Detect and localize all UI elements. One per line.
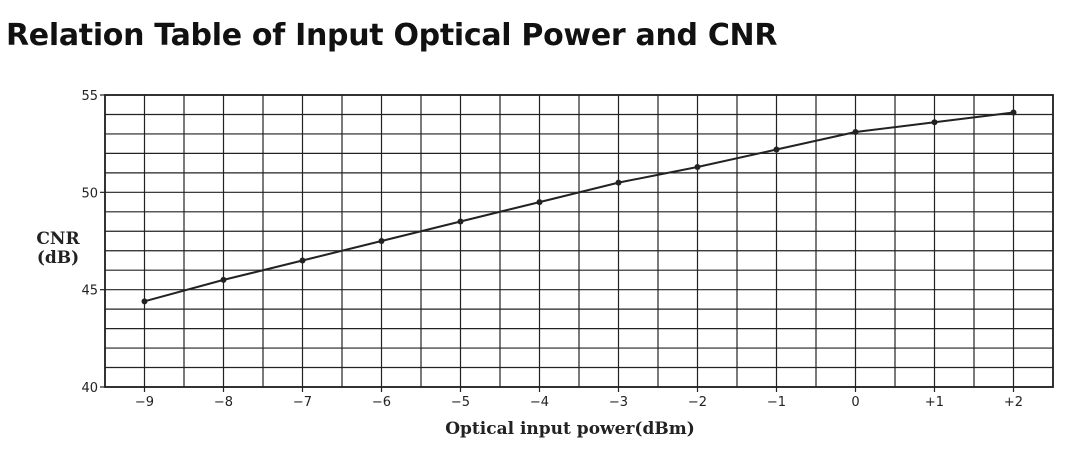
data-point [852, 128, 859, 135]
data-point [694, 164, 701, 171]
data-point [931, 119, 938, 126]
x-tick-label: −4 [530, 395, 549, 410]
y-tick-label: 50 [81, 186, 98, 201]
x-tick-label: −1 [767, 395, 786, 410]
y-tick-labels: 40 45 50 55 [81, 89, 105, 396]
data-point [141, 298, 148, 305]
x-tick-label: +1 [925, 395, 944, 410]
plot-border [104, 94, 1054, 388]
series-line [144, 111, 1014, 303]
x-tick-label: −5 [451, 395, 470, 410]
data-point [536, 199, 543, 206]
plot-frame [104, 94, 1054, 388]
y-axis-label-line-2: (dB) [37, 248, 79, 268]
y-axis-label-line-1: CNR [36, 229, 80, 249]
x-tick-label: 0 [851, 395, 859, 410]
x-tick-label: +2 [1004, 395, 1023, 410]
grid [104, 94, 1054, 388]
chart-title: Relation Table of Input Optical Power an… [6, 18, 778, 53]
data-point [615, 179, 622, 186]
x-tick-label: −7 [293, 395, 312, 410]
x-tick-labels: −9 −8 −7 −6 −5 −4 −3 −2 −1 0 +1 +2 [135, 387, 1023, 410]
series [141, 109, 1017, 305]
data-point [378, 238, 385, 244]
y-tick-label: 45 [81, 284, 98, 299]
x-tick-label: −6 [372, 395, 391, 410]
y-tick-label: 55 [81, 89, 98, 104]
data-point [773, 146, 780, 153]
y-tick-label: 40 [81, 381, 98, 396]
data-point [299, 257, 306, 264]
x-tick-label: −8 [214, 395, 233, 410]
x-axis-label: Optical input power(dBm) [445, 419, 695, 439]
x-tick-label: −2 [688, 395, 707, 410]
x-tick-label: −9 [135, 395, 154, 410]
data-point [220, 276, 227, 283]
data-point [457, 218, 464, 225]
x-tick-label: −3 [609, 395, 628, 410]
data-point [1010, 109, 1017, 116]
